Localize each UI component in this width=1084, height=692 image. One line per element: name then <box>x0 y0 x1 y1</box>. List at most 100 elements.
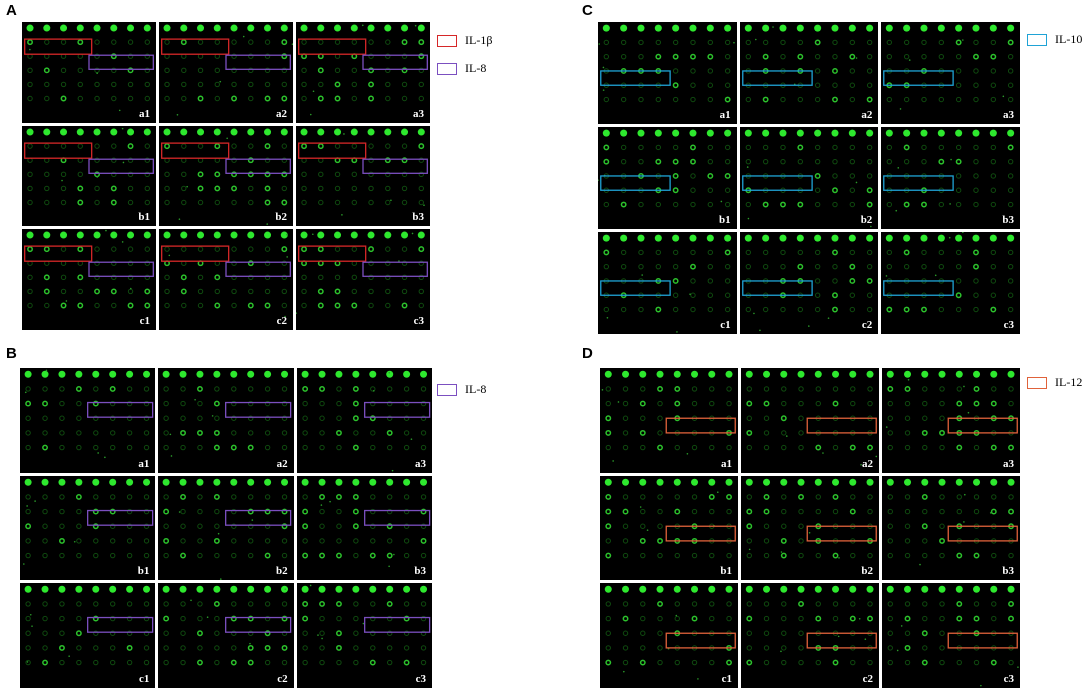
spot <box>779 96 786 103</box>
spot <box>164 303 170 309</box>
spot <box>779 39 786 46</box>
spot <box>301 67 307 74</box>
spot <box>334 231 342 239</box>
spot <box>368 199 374 205</box>
spot <box>247 231 255 239</box>
spot <box>724 53 731 60</box>
highlight-box <box>161 142 230 159</box>
spot <box>127 95 134 102</box>
spot <box>746 522 753 529</box>
spot <box>420 601 426 607</box>
spot <box>144 260 150 267</box>
spot <box>603 263 610 270</box>
array-image: c2 <box>158 583 294 688</box>
spot <box>197 289 204 295</box>
spot <box>163 630 170 637</box>
spot <box>385 303 391 309</box>
spot <box>1008 493 1014 500</box>
spot <box>831 129 839 137</box>
spot <box>335 552 342 559</box>
spot <box>605 522 612 529</box>
spot <box>831 68 838 74</box>
spot <box>849 144 855 151</box>
spot <box>60 185 67 191</box>
spot <box>181 199 187 205</box>
spot <box>956 615 963 622</box>
spot <box>214 444 221 451</box>
spot <box>708 586 716 594</box>
spot <box>144 288 151 295</box>
spot <box>25 415 31 421</box>
spot <box>60 39 67 45</box>
spot <box>763 523 770 529</box>
spot <box>59 493 65 500</box>
spot <box>832 493 839 500</box>
speck <box>129 288 132 290</box>
spot <box>94 246 100 253</box>
speck <box>362 623 364 625</box>
spot <box>781 508 787 514</box>
spot <box>179 586 187 594</box>
spot <box>164 171 170 177</box>
spot <box>672 292 679 298</box>
spots <box>598 129 732 208</box>
spot <box>656 586 664 594</box>
spot <box>867 552 873 558</box>
spot <box>76 400 82 407</box>
spot <box>620 201 627 208</box>
spot <box>955 370 963 378</box>
spot <box>639 370 647 378</box>
spot <box>281 199 288 206</box>
spot <box>352 385 359 392</box>
spot <box>25 386 31 392</box>
spot <box>197 552 203 558</box>
cell-label: a3 <box>414 457 426 470</box>
spot <box>420 508 427 515</box>
spot <box>990 508 997 515</box>
spot <box>164 274 170 281</box>
spot <box>866 249 873 256</box>
spot <box>42 630 48 637</box>
spot <box>866 39 873 46</box>
spot <box>781 601 787 607</box>
speck <box>623 671 625 673</box>
spot <box>77 199 84 206</box>
spot <box>27 274 33 281</box>
spot <box>603 158 610 165</box>
spot <box>831 278 838 284</box>
spots <box>162 370 292 457</box>
spot <box>334 185 341 191</box>
spot <box>866 292 873 298</box>
spot <box>126 523 133 529</box>
spot <box>1008 400 1014 407</box>
spot <box>43 274 50 281</box>
spot <box>654 234 662 242</box>
cell-label: b1 <box>137 565 150 578</box>
spot <box>657 645 663 651</box>
spot <box>386 400 393 407</box>
spot <box>746 429 753 436</box>
array-image: a2 <box>739 22 879 124</box>
spot <box>126 601 133 607</box>
spot <box>180 601 187 607</box>
spot <box>94 157 100 163</box>
spot <box>302 645 308 651</box>
spots <box>298 24 428 116</box>
spot <box>318 199 324 205</box>
spot <box>620 249 627 256</box>
spot <box>938 129 946 137</box>
spot <box>335 537 342 544</box>
spot <box>93 128 101 136</box>
spot <box>230 370 238 378</box>
spot <box>111 246 117 253</box>
spot <box>763 400 770 407</box>
spot <box>197 67 204 74</box>
spot <box>350 128 358 136</box>
spot <box>385 199 391 205</box>
speck <box>758 329 761 332</box>
spot <box>831 201 838 208</box>
spot <box>318 586 326 594</box>
spot <box>638 158 644 165</box>
speck <box>286 256 288 259</box>
spot <box>27 303 33 309</box>
